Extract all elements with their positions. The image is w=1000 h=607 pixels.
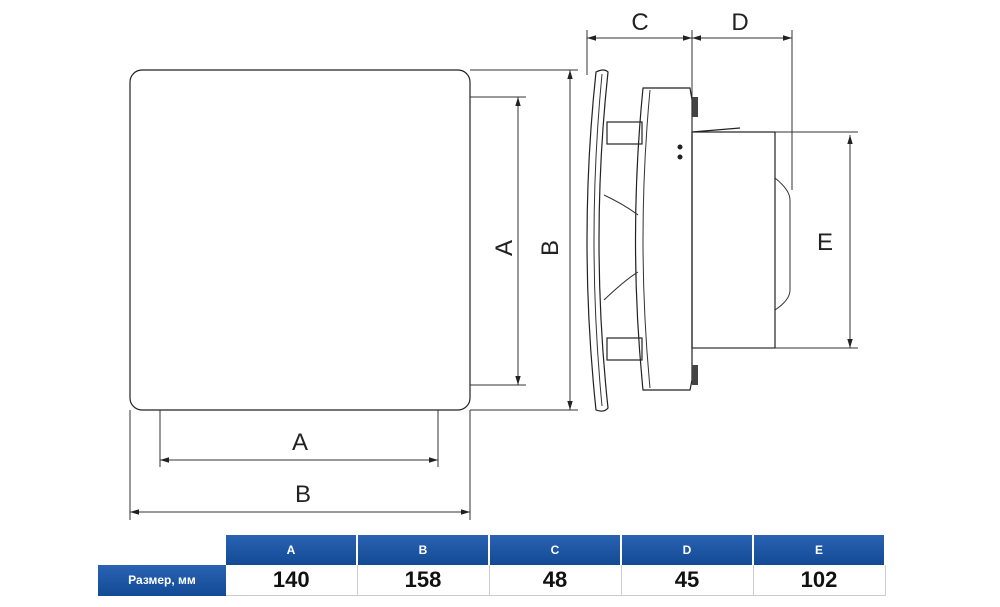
header-e: E — [753, 535, 886, 565]
header-a: A — [226, 535, 358, 565]
dim-a-vertical: A — [470, 96, 526, 386]
dim-e: E — [692, 131, 858, 349]
dim-a-horizontal: A — [159, 410, 439, 467]
value-d: 45 — [621, 565, 754, 596]
dim-d: D — [692, 9, 793, 190]
dimensions-table: A B C D E Размер, мм 140 158 48 45 102 — [98, 535, 886, 596]
dim-b-vertical: B — [470, 69, 578, 411]
dim-c: C — [586, 9, 693, 135]
value-e: 102 — [753, 565, 886, 596]
label-a-horizontal: A — [292, 429, 308, 456]
header-c: C — [489, 535, 622, 565]
label-c: C — [631, 9, 648, 36]
label-e: E — [817, 229, 833, 256]
value-b: 158 — [357, 565, 490, 596]
row-label: Размер, мм — [98, 565, 226, 596]
label-b-horizontal: B — [295, 481, 311, 508]
dim-b-horizontal: B — [129, 410, 471, 520]
value-a: 140 — [226, 565, 358, 596]
label-b-vertical: B — [537, 240, 564, 256]
table-header-row: A B C D E — [98, 535, 886, 565]
label-d: D — [731, 9, 748, 36]
value-c: 48 — [489, 565, 622, 596]
header-d: D — [621, 535, 754, 565]
table-row: Размер, мм 140 158 48 45 102 — [98, 565, 886, 596]
front-panel — [129, 69, 471, 411]
side-view — [586, 69, 791, 412]
header-b: B — [357, 535, 490, 565]
label-a-vertical: A — [491, 240, 518, 256]
